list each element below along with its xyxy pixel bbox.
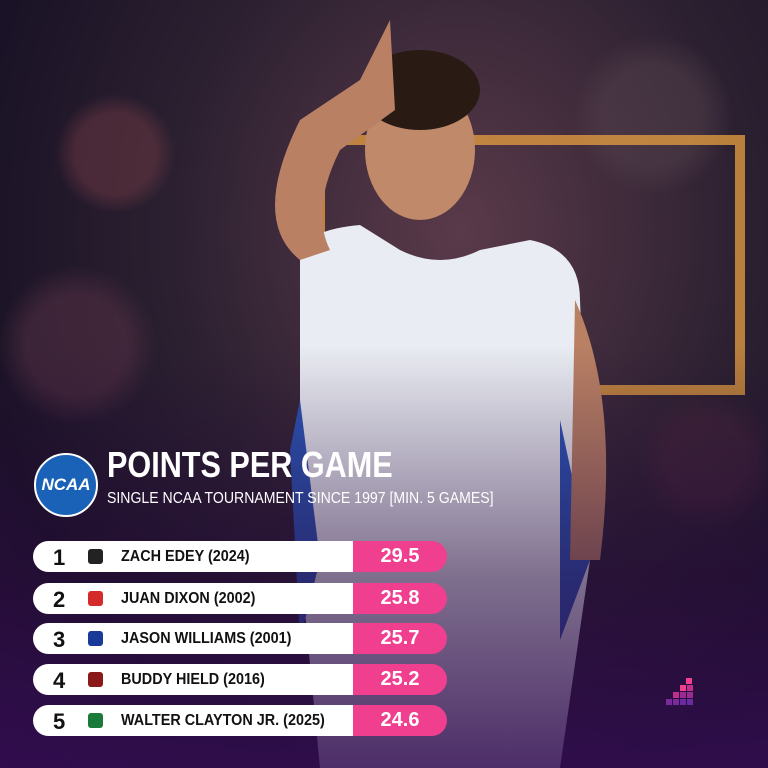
ranking-row: 5 WALTER CLAYTON JR. (2025) 24.6 xyxy=(33,705,447,736)
team-logo xyxy=(88,631,103,646)
ranking-row: 1 ZACH EDEY (2024) 29.5 xyxy=(33,541,447,572)
value-background xyxy=(353,623,447,654)
rank: 2 xyxy=(53,587,66,612)
team-logo xyxy=(88,549,103,564)
rank: 5 xyxy=(53,709,66,734)
player-name: WALTER CLAYTON JR. (2025) xyxy=(121,712,325,729)
ncaa-logo: NCAA xyxy=(34,453,98,517)
player-name: ZACH EDEY (2024) xyxy=(121,548,250,565)
subtitle: SINGLE NCAA TOURNAMENT SINCE 1997 [MIN. … xyxy=(107,490,494,507)
brand-mark xyxy=(666,678,693,705)
row-background xyxy=(33,664,355,695)
ranking-row: 4 BUDDY HIELD (2016) 25.2 xyxy=(33,664,447,695)
team-logo xyxy=(88,713,103,728)
points-per-game: 29.5 xyxy=(380,545,420,567)
value-background xyxy=(353,541,447,572)
team-logo xyxy=(88,591,103,606)
points-per-game: 25.7 xyxy=(380,627,420,649)
row-background xyxy=(33,583,355,614)
team-logo xyxy=(88,672,103,687)
points-per-game: 25.8 xyxy=(380,587,420,609)
rank: 1 xyxy=(53,545,66,570)
points-per-game: 25.2 xyxy=(380,668,420,690)
player-name: JASON WILLIAMS (2001) xyxy=(121,630,292,647)
row-background xyxy=(33,705,355,736)
player-name: BUDDY HIELD (2016) xyxy=(121,671,265,688)
title: POINTS PER GAME xyxy=(107,444,393,485)
rank: 3 xyxy=(53,627,66,652)
value-background xyxy=(353,705,447,736)
row-background xyxy=(33,541,355,572)
row-background xyxy=(33,623,355,654)
value-background xyxy=(353,664,447,695)
points-per-game: 24.6 xyxy=(380,709,420,731)
value-background xyxy=(353,583,447,614)
rank: 4 xyxy=(53,668,66,693)
ranking-row: 2 JUAN DIXON (2002) 25.8 xyxy=(33,583,447,614)
ranking-row: 3 JASON WILLIAMS (2001) 25.7 xyxy=(33,623,447,654)
player-name: JUAN DIXON (2002) xyxy=(121,590,256,607)
